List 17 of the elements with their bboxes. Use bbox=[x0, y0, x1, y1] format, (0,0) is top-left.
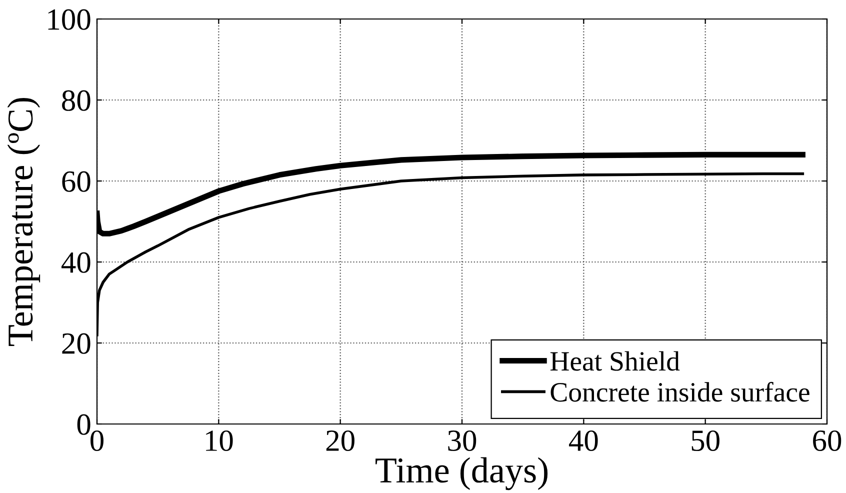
y-axis-title: Temperature (ºC) bbox=[7, 98, 40, 346]
y-tick-label: 80 bbox=[62, 90, 90, 111]
x-axis-title: Time (days) bbox=[376, 457, 548, 490]
x-tick-label: 0 bbox=[90, 430, 104, 452]
x-tick-label: 20 bbox=[326, 430, 354, 452]
legend-label: Heat Shield bbox=[550, 351, 680, 371]
y-tick-label: 60 bbox=[62, 171, 90, 192]
y-tick-label: 0 bbox=[77, 414, 90, 435]
x-tick-label: 50 bbox=[692, 430, 720, 452]
x-tick-label: 10 bbox=[206, 430, 233, 452]
x-tick-label: 40 bbox=[568, 430, 598, 452]
legend-label: Concrete inside surface bbox=[550, 382, 810, 402]
y-tick-label: 100 bbox=[48, 9, 90, 30]
x-tick-label: 30 bbox=[448, 430, 476, 452]
x-tick-label: 60 bbox=[813, 430, 842, 452]
y-tick-label: 40 bbox=[61, 252, 90, 273]
y-tick-label: 20 bbox=[62, 333, 90, 354]
